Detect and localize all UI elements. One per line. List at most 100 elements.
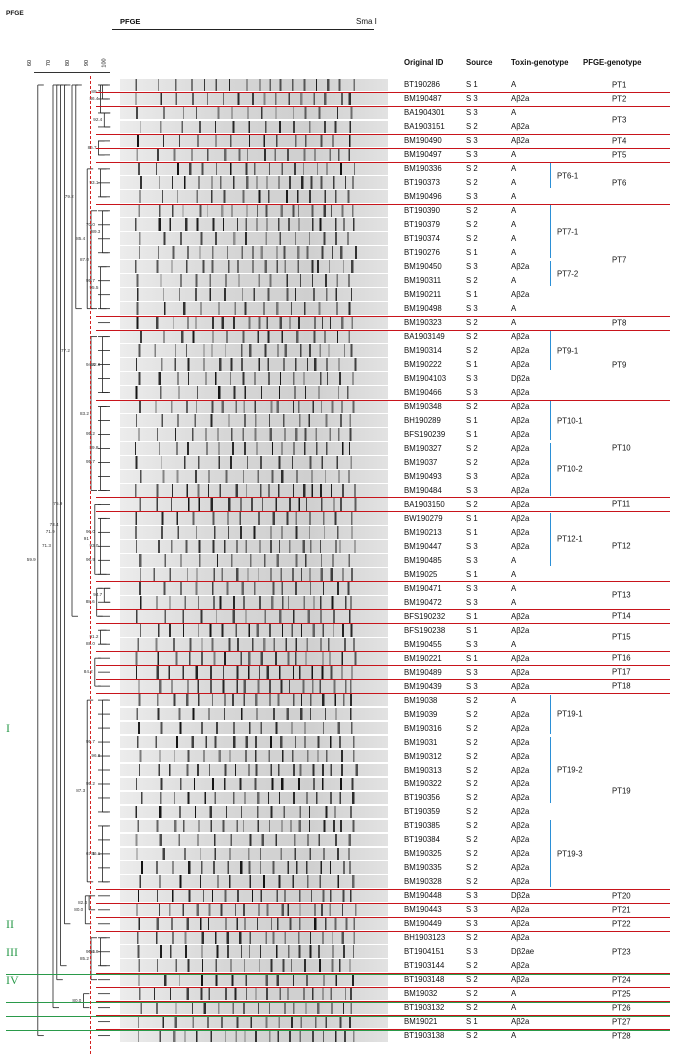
type-separator-line [96,91,670,93]
pfge-genotype-label: PT11 [612,499,631,509]
isolate-toxin-genotype: Aβ2a [511,443,530,453]
node-similarity-value: 59.9 [26,557,36,563]
isolate-source: S 3 [466,891,478,901]
subtype-bracket [550,694,551,734]
isolate-toxin-genotype: A [511,304,517,314]
isolate-toxin-genotype: Aβ2a [511,388,530,398]
node-similarity-value: 87.3 [76,787,86,793]
isolate-id: BM190213 [404,527,442,537]
pfge-genotype-label: PT24 [612,975,631,985]
isolate-id: BA1903151 [404,122,445,132]
isolate-source: S 2 [466,234,478,244]
gel-lane [120,470,388,483]
type-separator-line [96,497,670,499]
isolate-toxin-genotype: A [511,234,517,244]
isolate-source: S 2 [466,877,478,887]
isolate-id: BT190390 [404,206,440,216]
isolate-toxin-genotype: A [511,276,517,286]
isolate-source: S 2 [466,835,478,845]
isolate-toxin-genotype: A [511,583,517,593]
isolate-source: S 2 [466,276,478,286]
isolate-source: S 2 [466,765,478,775]
node-similarity-value: 86.7 [87,144,97,150]
isolate-toxin-genotype: Aβ2a [511,527,530,537]
gel-lane [120,162,388,176]
pfge-genotype-label: PT14 [612,611,631,621]
subtype-label: PT7-2 [557,269,579,279]
pfge-genotype-label: PT2 [612,94,627,104]
isolate-source: S 3 [466,667,478,677]
subtype-label: PT9-1 [557,346,579,356]
isolate-id: BM190496 [404,192,442,202]
isolate-id: BM190336 [404,164,442,174]
isolate-toxin-genotype: Aβ2a [511,122,530,132]
gel-lane [120,442,388,455]
isolate-toxin-genotype: Aβ2a [511,625,530,635]
isolate-source: S 3 [466,94,478,104]
gel-lane [120,581,388,595]
gel-lane [120,1001,388,1015]
isolate-id: BM190327 [404,443,442,453]
node-similarity-value: 83.2 [80,410,89,416]
gel-lane [120,721,388,735]
node-similarity-value: 85.2 [80,955,89,961]
isolate-toxin-genotype: A [511,597,517,607]
type-separator-line [96,679,670,681]
pfge-genotype-label: PT21 [612,905,631,915]
pfge-genotype-label: PT28 [612,1031,631,1041]
isolate-toxin-genotype: Aβ2a [511,807,530,817]
cluster-label: IV [6,972,19,987]
gel-lane [120,204,388,218]
column-pfge-genotype: PFGE-genotype [583,58,642,67]
isolate-toxin-genotype: A [511,639,517,649]
isolate-id: BT1903138 [404,1031,445,1041]
isolate-id: BM190313 [404,765,442,775]
pfge-genotype-label: PT25 [612,989,631,999]
isolate-id: BH190289 [404,416,441,425]
isolate-toxin-genotype: Aβ2a [511,793,530,803]
gel-lane [120,959,388,973]
type-separator-line [96,399,670,401]
subtype-label: PT10-1 [557,416,583,425]
isolate-source: S 3 [466,192,478,202]
type-separator-line [96,609,670,611]
gel-lane [120,791,388,805]
node-similarity-value: 71.9 [45,529,55,535]
isolate-toxin-genotype: Aβ2a [511,709,530,719]
node-similarity-value: 96.8 [91,753,101,759]
isolate-toxin-genotype: A [511,164,517,174]
gel-header-rule [112,29,374,30]
pfge-genotype-label: PT3 [612,115,627,125]
gel-lane [120,190,388,204]
node-similarity-value: 94.7 [93,592,103,598]
isolate-toxin-genotype: Dβ2a [511,891,530,901]
isolate-source: S 3 [466,919,478,929]
node-similarity-value: 93.1 [89,179,99,185]
isolate-toxin-genotype: Dβ2ae [511,947,535,957]
gel-lane [120,693,388,707]
isolate-source: S 2 [466,220,478,230]
isolate-id: BT190359 [404,807,440,817]
isolate-source: S 3 [466,485,478,495]
isolate-source: S 2 [466,443,478,453]
isolate-source: S 1 [466,527,478,537]
isolate-id: BA1904301 [404,108,445,118]
isolate-id: BM19025 [404,569,438,579]
isolate-source: S 2 [466,863,478,873]
gel-lane [120,400,388,413]
type-separator-line [96,161,670,163]
type-separator-line [96,986,670,988]
cluster-separator-line [6,1030,670,1032]
type-separator-line [96,930,670,932]
node-similarity-value: 89.7 [91,88,101,94]
isolate-id: BT1903148 [404,975,445,985]
isolate-toxin-genotype: Aβ2a [511,416,530,425]
isolate-id: BM190221 [404,653,442,663]
isolate-toxin-genotype: Aβ2a [511,457,530,467]
isolate-source: S 2 [466,723,478,733]
isolate-id: BM190222 [404,360,442,370]
isolate-source: S 2 [466,961,478,971]
pfge-genotype-label: PT5 [612,150,627,160]
